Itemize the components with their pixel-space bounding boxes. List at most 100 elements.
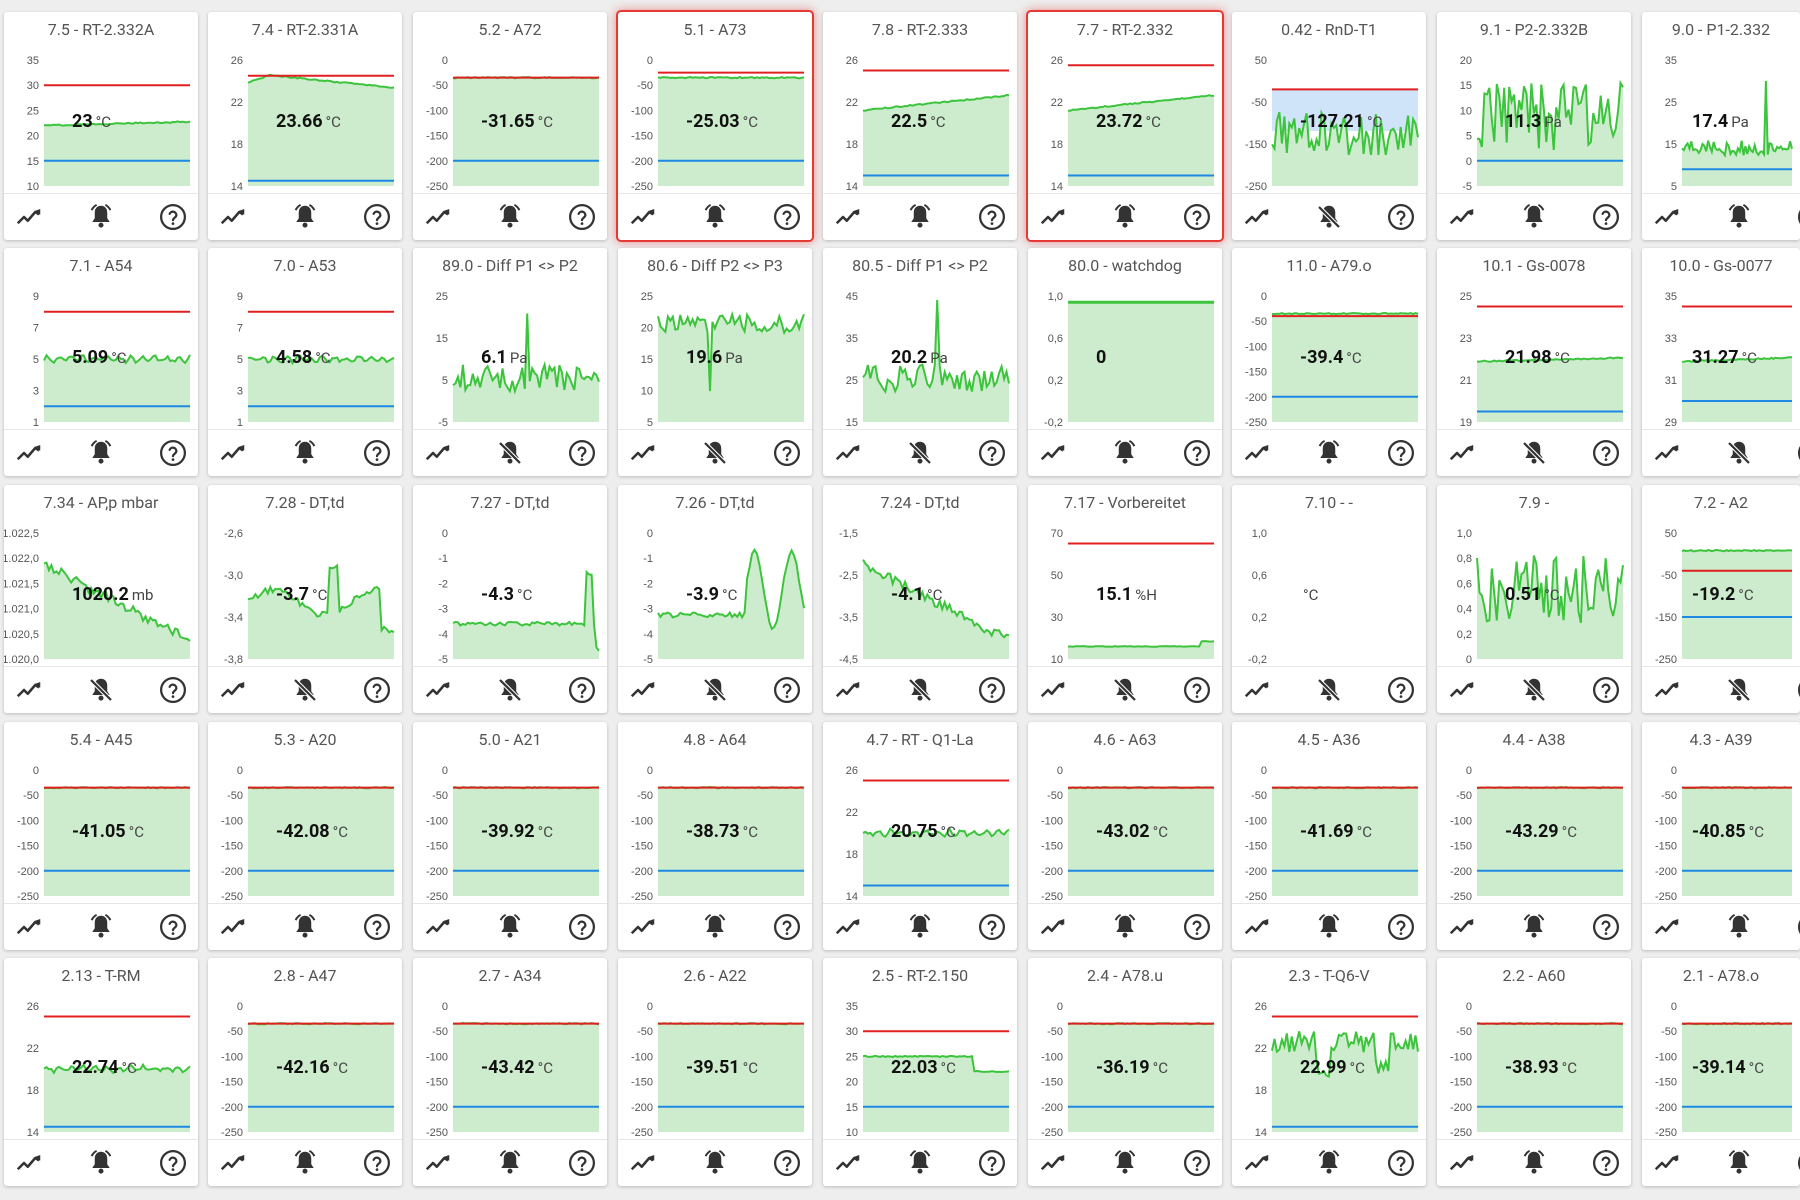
sensor-card[interactable]: 2.3 - T-Q6-V 26 22 18 14 22.99 °C: [1232, 958, 1426, 1186]
alarm-toggle-button[interactable]: [905, 1148, 935, 1178]
alarm-toggle-button[interactable]: [1314, 438, 1344, 468]
trend-button[interactable]: [1447, 912, 1477, 942]
help-button[interactable]: [1796, 675, 1800, 705]
trend-button[interactable]: [218, 675, 248, 705]
sensor-card[interactable]: 9.0 - P1-2.332 35 25 15 5 17.4 Pa: [1642, 12, 1800, 240]
alarm-toggle-button[interactable]: [700, 1148, 730, 1178]
alarm-toggle-button[interactable]: [905, 438, 935, 468]
alarm-toggle-button[interactable]: [700, 675, 730, 705]
alarm-toggle-button[interactable]: [86, 675, 116, 705]
sensor-card[interactable]: 5.3 - A20 0 -50 -100 -150 -200 -250 -42.08 °C: [208, 722, 402, 950]
sensor-chart[interactable]: 26 22 18 14: [208, 12, 402, 212]
help-button[interactable]: [158, 438, 188, 468]
sensor-chart[interactable]: 50 -50 -150 -250: [1232, 12, 1426, 212]
trend-button[interactable]: [1652, 675, 1682, 705]
sensor-card[interactable]: 89.0 - Diff P1 <> P2 25 15 5 -5 6.1 Pa: [413, 248, 607, 476]
alarm-toggle-button[interactable]: [1314, 675, 1344, 705]
trend-button[interactable]: [833, 438, 863, 468]
trend-button[interactable]: [1242, 438, 1272, 468]
help-button[interactable]: [1386, 675, 1416, 705]
help-button[interactable]: [158, 1148, 188, 1178]
trend-button[interactable]: [628, 912, 658, 942]
sensor-chart[interactable]: 25 15 5 -5: [413, 248, 607, 448]
sensor-card[interactable]: 7.0 - A53 9 7 5 3 1 4.58 °C: [208, 248, 402, 476]
sensor-card[interactable]: 2.2 - A60 0 -50 -100 -150 -200 -250 -38.93 °C: [1437, 958, 1631, 1186]
trend-button[interactable]: [14, 202, 44, 232]
alarm-toggle-button[interactable]: [1110, 438, 1140, 468]
sensor-card[interactable]: 2.1 - A78.o 0 -50 -100 -150 -200 -250 -39.14 °C: [1642, 958, 1800, 1186]
sensor-chart[interactable]: 26 22 18 14: [1028, 12, 1222, 212]
sensor-chart[interactable]: 1.022,5 1.022,0 1.021,5 1.021,0 1.020,5 1.020…: [4, 485, 198, 685]
alarm-toggle-button[interactable]: [1519, 912, 1549, 942]
sensor-chart[interactable]: 0 -50 -100 -150 -200 -250: [208, 722, 402, 922]
trend-button[interactable]: [1652, 438, 1682, 468]
alarm-toggle-button[interactable]: [700, 912, 730, 942]
trend-button[interactable]: [1242, 912, 1272, 942]
trend-button[interactable]: [14, 675, 44, 705]
trend-button[interactable]: [1242, 202, 1272, 232]
sensor-chart[interactable]: 0 -1 -2 -3 -4 -5: [413, 485, 607, 685]
alarm-toggle-button[interactable]: [495, 202, 525, 232]
sensor-card[interactable]: 7.26 - DT,td 0 -1 -2 -3 -4 -5 -3.9 °C: [618, 485, 812, 713]
sensor-card[interactable]: 2.8 - A47 0 -50 -100 -150 -200 -250 -42.16 °C: [208, 958, 402, 1186]
alarm-toggle-button[interactable]: [1110, 912, 1140, 942]
trend-button[interactable]: [1447, 438, 1477, 468]
alarm-toggle-button[interactable]: [290, 675, 320, 705]
trend-button[interactable]: [833, 1148, 863, 1178]
sensor-card[interactable]: 2.6 - A22 0 -50 -100 -150 -200 -250 -39.51 °C: [618, 958, 812, 1186]
sensor-chart[interactable]: 0 -50 -100 -150 -200 -250: [208, 958, 402, 1158]
sensor-chart[interactable]: 1,0 0,8 0,6 0,4 0,2 0: [1437, 485, 1631, 685]
sensor-chart[interactable]: 0 -50 -100 -150 -200 -250: [1642, 722, 1800, 922]
help-button[interactable]: [1591, 912, 1621, 942]
sensor-card[interactable]: 7.2 - A2 50 -50 -150 -250 -19.2 °C: [1642, 485, 1800, 713]
sensor-card[interactable]: 4.6 - A63 0 -50 -100 -150 -200 -250 -43.02 °C: [1028, 722, 1222, 950]
help-button[interactable]: [977, 438, 1007, 468]
help-button[interactable]: [1591, 202, 1621, 232]
sensor-chart[interactable]: 1,0 0,6 0,2 -0,2: [1232, 485, 1426, 685]
sensor-card[interactable]: 4.5 - A36 0 -50 -100 -150 -200 -250 -41.69 °C: [1232, 722, 1426, 950]
sensor-chart[interactable]: 0 -50 -100 -150 -200 -250: [1437, 958, 1631, 1158]
alarm-toggle-button[interactable]: [86, 438, 116, 468]
alarm-toggle-button[interactable]: [495, 675, 525, 705]
trend-button[interactable]: [218, 202, 248, 232]
sensor-chart[interactable]: 35 25 15 5: [1642, 12, 1800, 212]
alarm-toggle-button[interactable]: [1110, 675, 1140, 705]
sensor-chart[interactable]: -1,5 -2,5 -3,5 -4,5: [823, 485, 1017, 685]
sensor-card[interactable]: 7.10 - -1,0 0,6 0,2 -0,2 °C: [1232, 485, 1426, 713]
help-button[interactable]: [1591, 438, 1621, 468]
sensor-card[interactable]: 7.24 - DT,td -1,5 -2,5 -3,5 -4,5 -4.1 °C: [823, 485, 1017, 713]
help-button[interactable]: [1182, 675, 1212, 705]
alarm-toggle-button[interactable]: [495, 912, 525, 942]
trend-button[interactable]: [833, 912, 863, 942]
trend-button[interactable]: [1652, 912, 1682, 942]
help-button[interactable]: [1591, 675, 1621, 705]
sensor-chart[interactable]: 25 20 15 10 5: [618, 248, 812, 448]
help-button[interactable]: [1386, 438, 1416, 468]
help-button[interactable]: [567, 912, 597, 942]
help-button[interactable]: [362, 438, 392, 468]
sensor-card[interactable]: 4.4 - A38 0 -50 -100 -150 -200 -250 -43.29 °C: [1437, 722, 1631, 950]
trend-button[interactable]: [218, 912, 248, 942]
help-button[interactable]: [1796, 912, 1800, 942]
trend-button[interactable]: [1038, 1148, 1068, 1178]
trend-button[interactable]: [1447, 1148, 1477, 1178]
sensor-card[interactable]: 5.2 - A72 0 -50 -100 -150 -200 -250 -31.65 °C: [413, 12, 607, 240]
sensor-card[interactable]: 80.6 - Diff P2 <> P3 25 20 15 10 5 19.6 Pa: [618, 248, 812, 476]
trend-button[interactable]: [833, 202, 863, 232]
sensor-chart[interactable]: 9 7 5 3 1: [4, 248, 198, 448]
sensor-chart[interactable]: 26 22 18 14: [4, 958, 198, 1158]
sensor-card[interactable]: 2.4 - A78.u 0 -50 -100 -150 -200 -250 -36.19 °C: [1028, 958, 1222, 1186]
alarm-toggle-button[interactable]: [1724, 1148, 1754, 1178]
alarm-toggle-button[interactable]: [1110, 1148, 1140, 1178]
alarm-toggle-button[interactable]: [290, 912, 320, 942]
sensor-card[interactable]: 2.5 - RT-2.150 35 30 25 20 15 10 22.03 °C: [823, 958, 1017, 1186]
sensor-card[interactable]: 11.0 - A79.o 0 -50 -100 -150 -200 -250 -39.4 °C: [1232, 248, 1426, 476]
sensor-chart[interactable]: 0 -50 -100 -150 -200 -250: [4, 722, 198, 922]
help-button[interactable]: [1386, 202, 1416, 232]
help-button[interactable]: [158, 912, 188, 942]
alarm-toggle-button[interactable]: [1314, 202, 1344, 232]
help-button[interactable]: [977, 1148, 1007, 1178]
sensor-chart[interactable]: 26 22 18 14: [823, 12, 1017, 212]
trend-button[interactable]: [218, 1148, 248, 1178]
sensor-chart[interactable]: 0 -50 -100 -150 -200 -250: [1232, 722, 1426, 922]
